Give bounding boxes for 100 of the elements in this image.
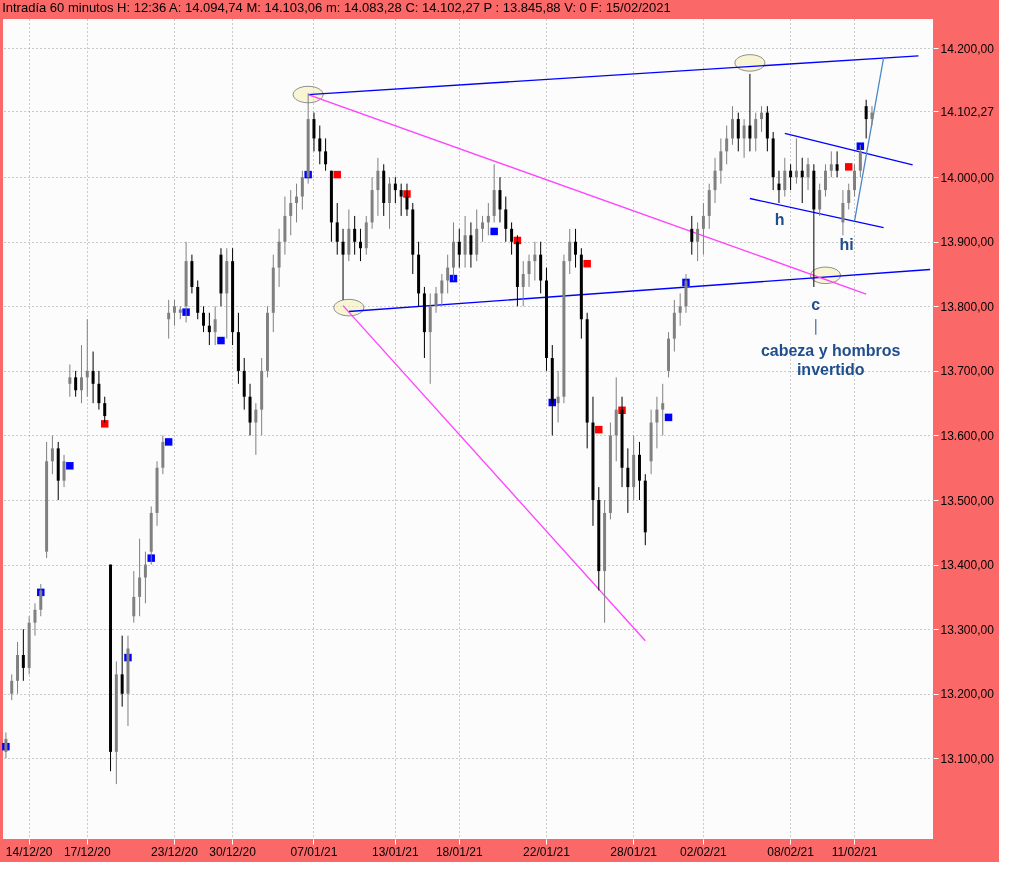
candlestick (521, 260, 525, 307)
annotation: cabeza y hombros (760, 342, 901, 360)
candlestick (655, 396, 659, 449)
candlestick (457, 228, 461, 269)
point (217, 336, 225, 345)
candlestick (300, 170, 304, 210)
point (66, 462, 74, 470)
candlestick (864, 99, 868, 139)
candlestick (62, 454, 66, 488)
candlestick (295, 183, 299, 223)
candlestick (568, 228, 572, 275)
candlestick (481, 215, 485, 243)
candlestick (21, 628, 25, 682)
candlestick (469, 221, 473, 269)
point (844, 163, 853, 171)
candlestick (748, 73, 752, 152)
candlestick (823, 163, 827, 198)
annotation: hi (839, 236, 854, 254)
candlestick (74, 370, 78, 398)
candlestick (870, 105, 874, 127)
candlestick (510, 221, 514, 256)
y-tick-label: 14.000,00 (940, 170, 995, 185)
candlestick (678, 292, 682, 327)
x-tick-label: 13/01/21 (371, 844, 420, 859)
candlestick (847, 183, 851, 210)
candlestick (312, 112, 316, 152)
candlestick (754, 112, 758, 152)
candlestick (376, 157, 380, 217)
y-tick-label: 13.200,00 (940, 687, 995, 702)
candlestick (446, 254, 450, 294)
candlestick (556, 370, 560, 424)
candlestick (841, 189, 845, 236)
candlestick (50, 434, 54, 475)
candlestick (388, 176, 392, 230)
y-tick-label: 13.700,00 (940, 364, 995, 379)
candlestick (132, 570, 136, 624)
y-tick-label: 13.400,00 (940, 558, 995, 573)
point (100, 420, 109, 428)
candlestick (574, 228, 578, 269)
x-tick-label: 23/12/20 (151, 844, 199, 859)
candlestick (207, 312, 211, 346)
candlestick (783, 157, 787, 198)
candlestick (498, 176, 502, 223)
x-tick-label: 18/01/21 (435, 844, 483, 859)
x-tick-label: 28/01/21 (610, 844, 658, 859)
candlestick (696, 221, 700, 262)
x-tick-label: 07/01/21 (290, 844, 338, 859)
candlestick (701, 202, 705, 256)
candlestick (719, 137, 723, 185)
candlestick (527, 254, 531, 288)
candlestick (85, 318, 89, 398)
x-tick-label: 02/02/21 (680, 844, 728, 859)
candlestick (806, 157, 810, 191)
candlestick (341, 228, 345, 301)
candlestick (486, 202, 490, 236)
x-tick-label: 30/12/20 (209, 844, 257, 859)
candlestick (167, 299, 171, 340)
candlestick (358, 228, 362, 262)
candlestick (138, 538, 142, 617)
y-tick-label: 13.500,00 (940, 493, 995, 508)
x-tick-label: 22/01/21 (523, 844, 571, 859)
x-tick-label: 14/12/20 (5, 844, 53, 859)
candlestick (800, 157, 804, 204)
candlestick (335, 202, 339, 256)
candlestick (254, 402, 258, 456)
candlestick (68, 363, 72, 398)
candlestick (829, 150, 833, 178)
y-tick-label: 13.300,00 (940, 622, 995, 637)
point (595, 425, 603, 434)
candlestick (690, 215, 694, 256)
candlestick (79, 344, 83, 404)
candlestick (736, 112, 740, 152)
candlestick (10, 673, 14, 701)
candlestick (399, 183, 403, 217)
candlestick (434, 286, 438, 314)
x-tick-label: 17/12/20 (63, 844, 111, 859)
candlestick (33, 602, 37, 637)
candlestick (353, 215, 357, 256)
point (164, 438, 173, 446)
annotation: c (811, 296, 821, 314)
point (490, 227, 498, 236)
candlestick (661, 383, 665, 436)
candlestick (440, 273, 444, 307)
candlestick (835, 150, 839, 178)
y-tick-label: 14.200,00 (940, 41, 995, 56)
candlestick (202, 305, 206, 333)
candlestick (713, 157, 717, 204)
point (583, 259, 591, 268)
candlestick (324, 137, 328, 172)
candlestick (143, 551, 147, 604)
candlestick (777, 170, 781, 204)
y-tick-label: 13.100,00 (940, 751, 995, 766)
y-tick-label: 13.900,00 (940, 235, 995, 250)
candlestick (818, 183, 822, 217)
annotation: invertido (796, 360, 865, 378)
candlestick (463, 215, 467, 269)
candlestick (853, 163, 857, 198)
candlestick (794, 137, 798, 185)
x-tick-label: 08/02/21 (767, 844, 815, 859)
candlestick (91, 351, 95, 404)
